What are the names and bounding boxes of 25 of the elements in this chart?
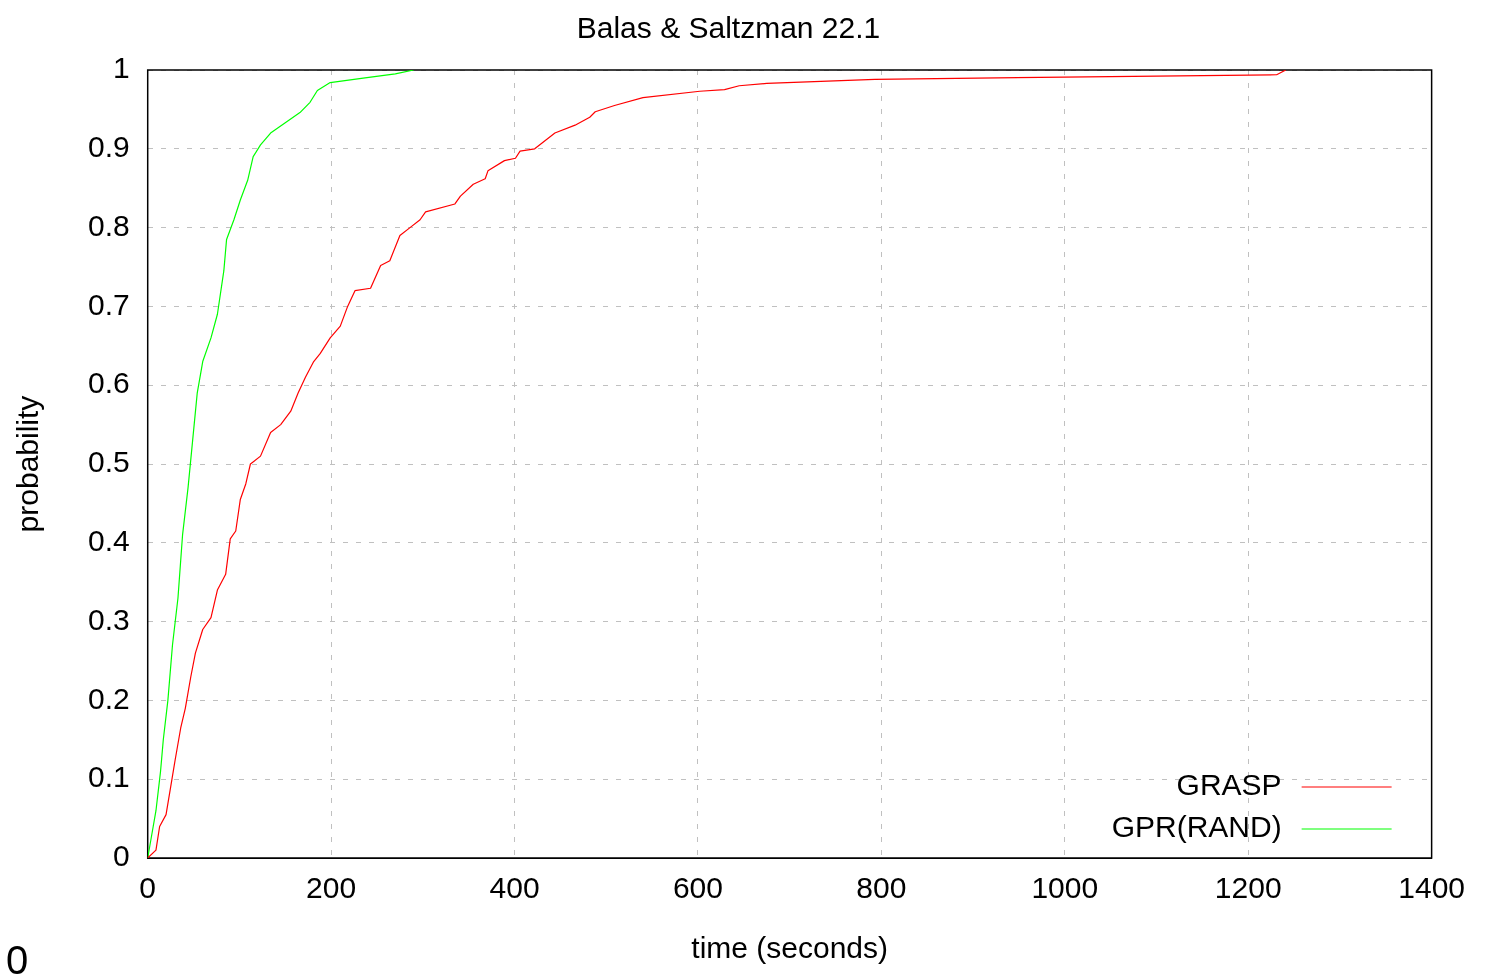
- y-tick-label: 0.1: [87, 760, 130, 794]
- chart-title: Balas & Saltzman 22.1: [576, 11, 881, 45]
- y-tick-label: 0.6: [87, 366, 130, 400]
- y-tick-label: 0.7: [87, 287, 130, 321]
- y-tick-label: 0.9: [87, 130, 130, 164]
- x-tick-label: 600: [672, 871, 723, 905]
- legend-label: GRASP: [1176, 768, 1282, 802]
- y-tick-label: 1: [113, 51, 130, 85]
- y-tick-label: 0.4: [87, 524, 130, 558]
- x-tick-label: 1400: [1398, 871, 1466, 905]
- y-tick-label: 0.3: [87, 602, 130, 636]
- x-tick-label: 200: [306, 871, 357, 905]
- legend-label: GPR(RAND): [1111, 810, 1282, 844]
- x-tick-label: 1200: [1214, 871, 1282, 905]
- x-axis-title: time (seconds): [691, 931, 889, 965]
- text: 0: [6, 938, 29, 980]
- x-tick-label: 400: [489, 871, 540, 905]
- x-tick-label: 1000: [1031, 871, 1099, 905]
- y-tick-label: 0.2: [87, 681, 130, 715]
- x-tick-label: 800: [856, 871, 907, 905]
- x-tick-label: 0: [139, 871, 157, 905]
- y-tick-label: 0: [113, 839, 130, 873]
- y-axis-title: probability: [11, 395, 45, 533]
- y-tick-label: 0.8: [87, 208, 130, 242]
- y-tick-label: 0.5: [87, 445, 130, 479]
